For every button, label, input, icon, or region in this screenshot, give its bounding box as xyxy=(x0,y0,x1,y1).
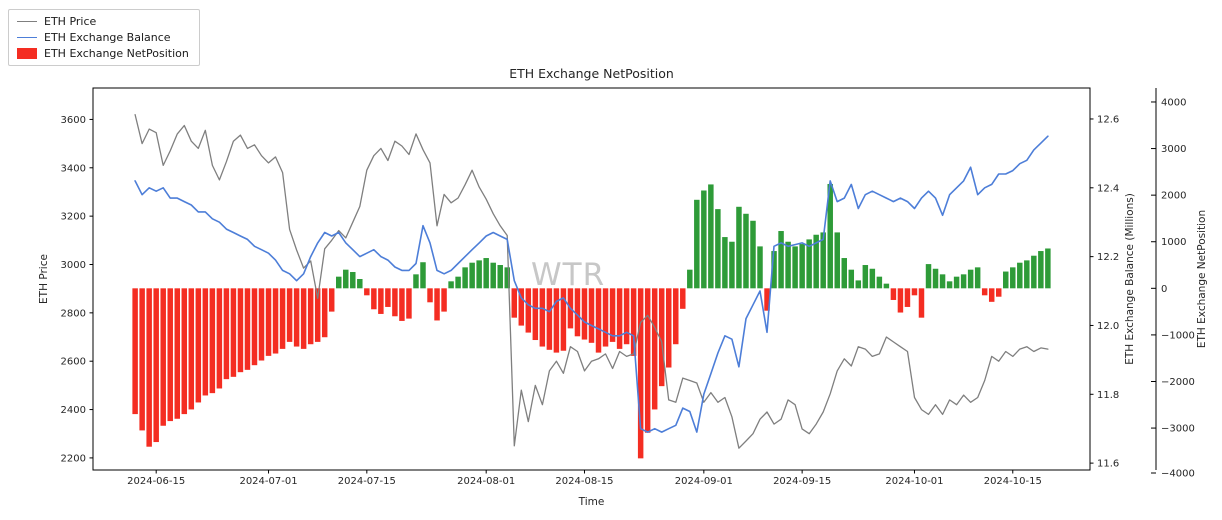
svg-text:2600: 2600 xyxy=(61,357,86,368)
svg-text:3000: 3000 xyxy=(1161,144,1186,155)
svg-text:2024-08-15: 2024-08-15 xyxy=(555,476,613,487)
legend-item-eth-exchange-netposition: ETH Exchange NetPosition xyxy=(17,47,189,60)
svg-text:2024-08-01: 2024-08-01 xyxy=(457,476,515,487)
price-line-swatch xyxy=(17,21,37,22)
balance-line-swatch xyxy=(17,37,37,38)
svg-text:3400: 3400 xyxy=(61,163,86,174)
svg-text:2024-10-15: 2024-10-15 xyxy=(984,476,1042,487)
svg-text:3200: 3200 xyxy=(61,212,86,223)
svg-text:12.2: 12.2 xyxy=(1097,252,1119,263)
svg-text:12.0: 12.0 xyxy=(1097,321,1119,332)
price-axis-label: ETH Price xyxy=(38,254,50,304)
series-lines xyxy=(134,113,1049,449)
legend-label: ETH Exchange NetPosition xyxy=(44,47,189,60)
axes-ticks: 2024-06-15 2024-07-01 2024-07-15 2024-08-01… xyxy=(61,87,1195,487)
legend-item-eth-price: ETH Price xyxy=(17,15,189,28)
svg-text:4000: 4000 xyxy=(1161,97,1186,108)
legend: ETH Price ETH Exchange Balance ETH Excha… xyxy=(8,9,200,66)
svg-text:3000: 3000 xyxy=(61,260,86,271)
netposition-axis-label: ETH Exchange NetPosition xyxy=(1196,210,1208,348)
chart-title: ETH Exchange NetPosition xyxy=(509,66,674,81)
svg-text:2024-09-01: 2024-09-01 xyxy=(675,476,733,487)
svg-text:−2000: −2000 xyxy=(1161,377,1195,388)
balance-axis-label: ETH Exchange Balance (Millions) xyxy=(1124,193,1136,365)
svg-text:−1000: −1000 xyxy=(1161,330,1195,341)
balance-line xyxy=(134,135,1049,433)
netposition-bars xyxy=(132,183,1051,459)
svg-text:1000: 1000 xyxy=(1161,237,1186,248)
svg-text:12.6: 12.6 xyxy=(1097,114,1119,125)
svg-text:2024-07-01: 2024-07-01 xyxy=(239,476,297,487)
netposition-patch-swatch xyxy=(17,48,37,59)
svg-text:0: 0 xyxy=(1161,284,1167,295)
price-line xyxy=(134,113,1049,449)
svg-text:2400: 2400 xyxy=(61,405,86,416)
watermark: WTR xyxy=(531,257,606,293)
svg-text:2024-10-01: 2024-10-01 xyxy=(885,476,943,487)
svg-text:11.8: 11.8 xyxy=(1097,390,1119,401)
svg-text:2024-06-15: 2024-06-15 xyxy=(127,476,185,487)
svg-text:3600: 3600 xyxy=(61,115,86,126)
legend-label: ETH Exchange Balance xyxy=(44,31,171,44)
svg-text:2000: 2000 xyxy=(1161,191,1186,202)
svg-text:−3000: −3000 xyxy=(1161,424,1195,435)
svg-text:2200: 2200 xyxy=(61,453,86,464)
legend-item-eth-exchange-balance: ETH Exchange Balance xyxy=(17,31,189,44)
svg-text:2800: 2800 xyxy=(61,308,86,319)
svg-text:12.4: 12.4 xyxy=(1097,183,1119,194)
svg-text:2024-09-15: 2024-09-15 xyxy=(773,476,831,487)
svg-text:−4000: −4000 xyxy=(1161,469,1195,480)
x-axis-label: Time xyxy=(578,496,605,508)
legend-label: ETH Price xyxy=(44,15,97,28)
svg-text:11.6: 11.6 xyxy=(1097,459,1119,470)
svg-text:2024-07-15: 2024-07-15 xyxy=(338,476,396,487)
